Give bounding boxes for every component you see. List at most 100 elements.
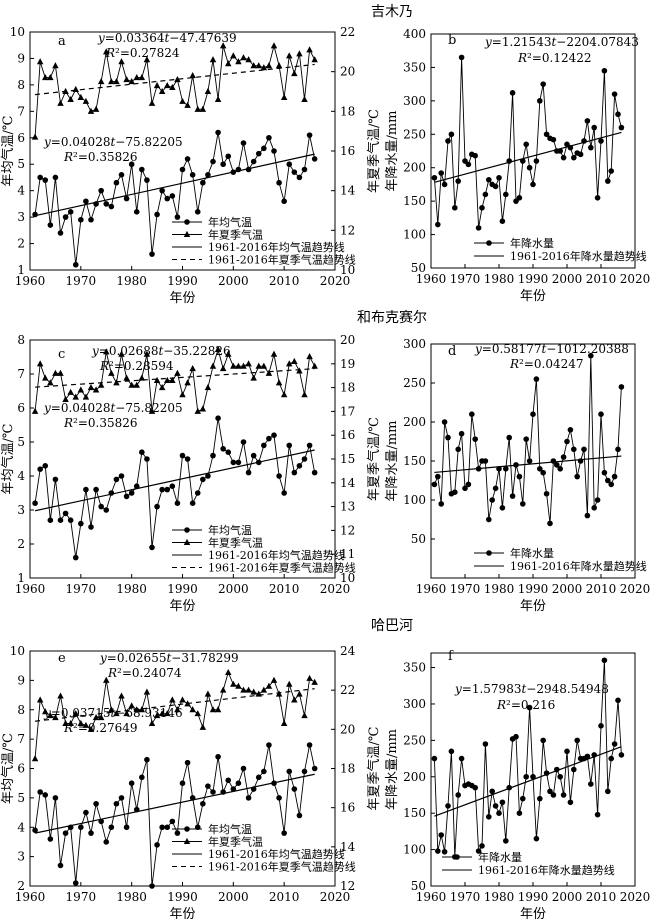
- precip-point: [506, 434, 512, 441]
- precip-point: [516, 473, 523, 480]
- annual-temp-point: [215, 129, 221, 136]
- summer-temp-point: [118, 692, 125, 699]
- precip-point: [455, 446, 462, 453]
- precip-point: [537, 466, 543, 472]
- annual-temp-point: [291, 786, 298, 792]
- annual-temp-point: [72, 554, 79, 561]
- y-axis-label: 年降水量/mm: [385, 110, 400, 191]
- x-tick-label: 1980: [116, 890, 147, 904]
- temperature-chart-a: 1960 1970 1980 1990 2000 2010 2020123456789101…: [0, 25, 382, 306]
- x-tick-label: 2020: [620, 582, 650, 596]
- precip-point: [550, 458, 557, 464]
- precip-point: [533, 158, 540, 164]
- summer-temp-point: [194, 407, 201, 414]
- precip-point: [571, 154, 577, 161]
- annual-temp-point: [245, 469, 252, 476]
- summer-temp-point: [179, 97, 186, 104]
- panel-label: f: [448, 649, 454, 664]
- y-tick-label: 7: [17, 732, 25, 746]
- annual-temp-point: [103, 839, 110, 845]
- precip-point: [571, 766, 577, 773]
- summer-temp-point: [148, 99, 156, 106]
- annual-temp-point: [200, 800, 206, 807]
- summer-temp-point: [118, 350, 125, 357]
- legend-circle-marker: [486, 550, 492, 556]
- annual-temp-point: [123, 195, 130, 202]
- annual-temp-point: [57, 862, 64, 869]
- y-tick-label: 300: [403, 697, 426, 711]
- annual-temp-point: [245, 795, 252, 801]
- annual-temp-point: [128, 490, 135, 496]
- precip-point: [567, 144, 574, 151]
- summer-temp-point: [301, 391, 308, 398]
- annual-temp-point: [37, 789, 43, 795]
- annual-temp-line: [34, 418, 316, 558]
- annual-temp-point: [133, 806, 140, 813]
- precip-point: [492, 803, 499, 809]
- plot-frame: [430, 343, 636, 579]
- annual-temp-point: [164, 195, 171, 202]
- annual-temp-point: [174, 830, 181, 836]
- precip-point: [554, 766, 560, 773]
- annual-temp-point: [62, 830, 69, 836]
- y2-tick-label: 10: [340, 571, 355, 585]
- y-tick-label: 9: [17, 51, 25, 65]
- x-tick-label: 1990: [518, 582, 549, 596]
- summer-temp-point: [143, 350, 151, 357]
- summer-temp-point: [219, 686, 227, 693]
- annual-temp-point: [169, 818, 176, 825]
- x-tick-label: 2000: [552, 272, 583, 286]
- annual-temp-point: [200, 476, 206, 483]
- annual-r2: R²=0.27649: [63, 721, 138, 735]
- annual-equation: y=0.04028t−75.82205: [43, 135, 183, 149]
- annual-temp-point: [154, 211, 160, 218]
- precip-point: [574, 737, 580, 744]
- precip-point: [520, 795, 526, 802]
- y-tick-label: 250: [403, 733, 426, 747]
- annual-temp-point: [103, 201, 110, 207]
- annual-temp-point: [57, 230, 64, 236]
- summer-temp-point: [245, 360, 252, 367]
- y-axis-label: 年降水量/mm: [385, 420, 400, 501]
- y-tick-label: 50: [411, 532, 426, 546]
- annual-temp-point: [230, 169, 237, 175]
- summer-temp-point: [275, 62, 283, 69]
- y-tick-label: 8: [17, 333, 25, 347]
- summer-temp-point: [133, 706, 140, 713]
- x-tick-label: 2020: [320, 890, 351, 904]
- precip-point: [486, 814, 492, 820]
- annual-temp-point: [164, 824, 171, 831]
- temperature-chart-c: 1960 1970 1980 1990 2000 2010 2020123456781011…: [0, 333, 382, 614]
- summer-temp-point: [143, 688, 151, 695]
- summer-temp-point: [199, 405, 207, 412]
- precip-point: [564, 748, 570, 755]
- precip-point: [611, 91, 618, 97]
- precip-point: [611, 473, 618, 480]
- summer-temp-point: [31, 755, 39, 762]
- precip-point: [581, 138, 587, 144]
- annual-r2: R²=0.35826: [63, 150, 138, 164]
- summer-temp-point: [47, 712, 54, 719]
- y2-tick-label: 10: [340, 263, 355, 277]
- precip-point: [520, 501, 526, 507]
- summer-temp-point: [225, 60, 232, 67]
- annual-temp-point: [113, 800, 120, 807]
- annual-temp-point: [220, 161, 226, 168]
- annual-temp-point: [108, 490, 115, 496]
- summer-temp-point: [97, 381, 105, 388]
- summer-temp-point: [194, 105, 201, 112]
- x-tick-label: 2000: [218, 890, 249, 904]
- precip-point: [557, 148, 563, 154]
- y2-tick-label: 20: [340, 65, 355, 79]
- summer-temp-point: [255, 690, 262, 697]
- precip-point: [584, 118, 591, 124]
- annual-temp-point: [205, 473, 211, 479]
- precip-point: [445, 803, 451, 809]
- y-tick-label: 150: [403, 454, 426, 468]
- summer-temp-point: [235, 362, 242, 369]
- y-axis-label: 年均气温/℃: [0, 116, 16, 187]
- summer-temp-point: [36, 360, 44, 367]
- y2-tick-label: 12: [340, 523, 355, 537]
- summer-temp-point: [82, 721, 90, 728]
